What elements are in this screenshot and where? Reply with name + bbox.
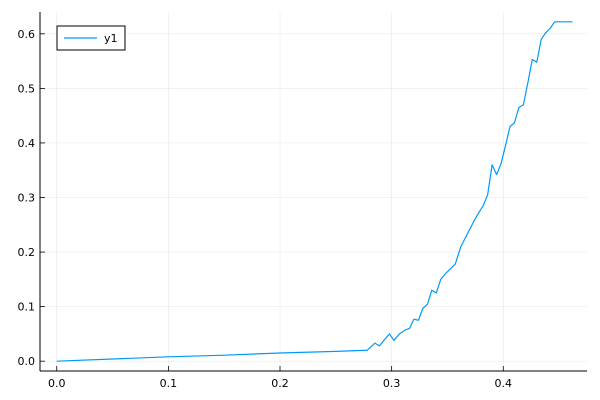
x-tick-label: 0.4 [495, 377, 513, 390]
series-line-y1 [56, 21, 573, 362]
y-tick-label: 0.6 [18, 28, 36, 41]
y-tick-label: 0.4 [18, 137, 36, 150]
x-tick-label: 0.0 [48, 377, 66, 390]
axes [39, 12, 587, 372]
x-tick-label: 0.2 [271, 377, 289, 390]
y-tick-label: 0.2 [18, 246, 36, 259]
grid-lines [40, 12, 587, 371]
y-ticks: 0.0 0.1 0.2 0.3 0.4 0.5 0.6 [18, 28, 45, 368]
y-tick-label: 0.1 [18, 301, 36, 314]
y-tick-label: 0.0 [18, 355, 36, 368]
y-tick-label: 0.3 [18, 192, 36, 205]
x-ticks: 0.0 0.1 0.2 0.3 0.4 [48, 366, 512, 390]
legend-label: y1 [104, 32, 118, 45]
x-tick-label: 0.3 [383, 377, 401, 390]
y-tick-label: 0.5 [18, 82, 36, 95]
legend: y1 [56, 25, 126, 51]
series-layer [56, 21, 573, 362]
x-tick-label: 0.1 [160, 377, 178, 390]
